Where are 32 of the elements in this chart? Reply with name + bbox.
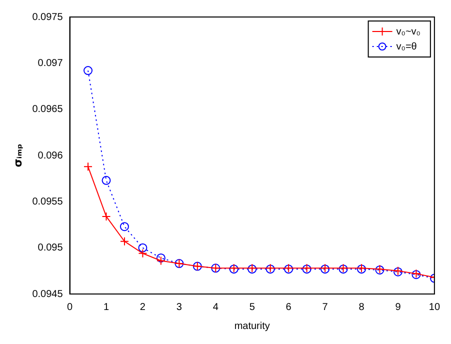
y-tick-label: 0.095 — [38, 242, 64, 254]
y-tick-label: 0.0975 — [32, 12, 64, 23]
legend-label: v₀=θ — [396, 41, 418, 52]
x-tick-label: 7 — [322, 302, 328, 313]
y-tick-label: 0.0945 — [32, 288, 64, 300]
point — [84, 66, 93, 76]
point — [120, 222, 129, 232]
y-tick-label: 0.0965 — [32, 104, 64, 116]
x-tick-label: 6 — [286, 302, 292, 313]
x-tick-label: 4 — [212, 302, 219, 313]
point — [138, 243, 148, 252]
x-tick-label: 5 — [249, 302, 256, 313]
y-tick-label: 0.097 — [38, 58, 64, 69]
x-tick-label: 2 — [140, 302, 146, 313]
x-tick-label: 0 — [67, 302, 74, 313]
point — [138, 248, 148, 258]
legend-label: v₀~v₀ — [396, 26, 420, 38]
x-tick-label: 9 — [395, 302, 402, 313]
point — [156, 253, 166, 262]
x-tick-label: 8 — [358, 302, 365, 313]
x-tick-label: 10 — [428, 302, 440, 313]
y-tick-label: 0.096 — [38, 150, 64, 162]
y-axis-title: σᵢₘₚ — [11, 144, 24, 168]
point — [102, 176, 111, 185]
y-tick-label: 0.0955 — [32, 196, 64, 208]
point — [84, 162, 93, 172]
point — [156, 256, 166, 266]
x-tick-label: 1 — [103, 302, 110, 313]
point — [120, 236, 129, 246]
x-axis-title: maturity — [234, 320, 270, 332]
point — [102, 212, 111, 221]
x-tick-label: 3 — [176, 302, 182, 313]
